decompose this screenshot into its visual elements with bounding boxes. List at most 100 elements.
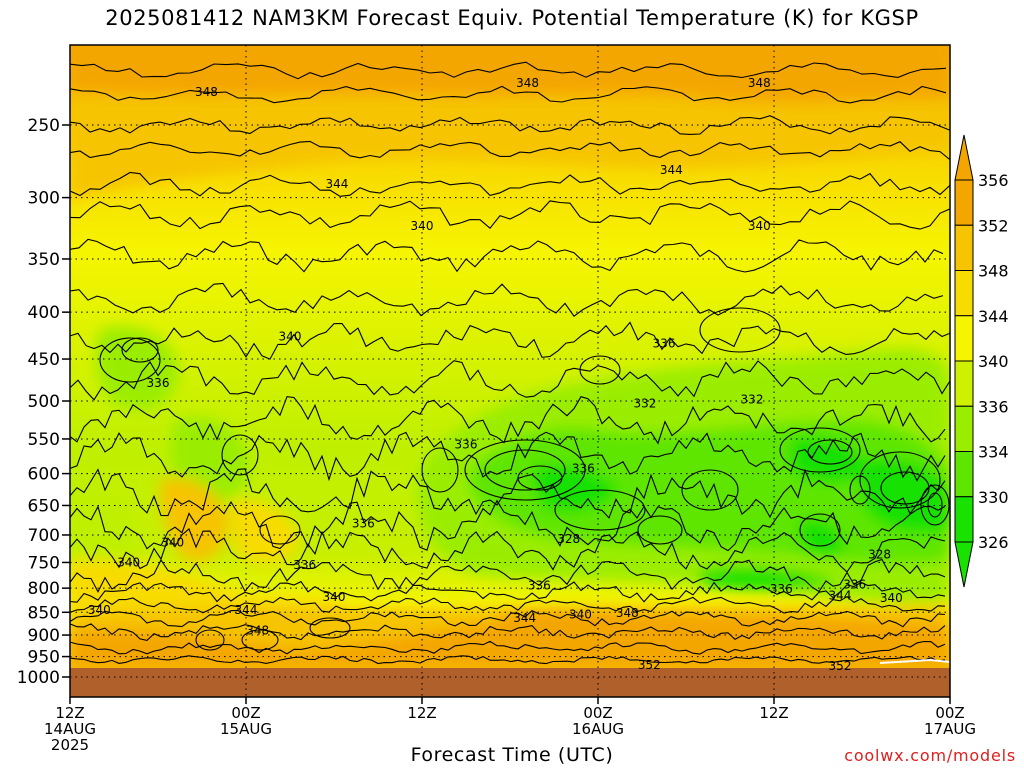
field-patch [159, 477, 230, 562]
contour-ring [699, 307, 781, 353]
colorbar-label: 348 [978, 262, 1009, 281]
y-tick-label: 950 [28, 648, 60, 668]
contour-label: 332 [741, 392, 764, 406]
contour-label: 352 [638, 658, 661, 672]
contour-label: 348 [748, 76, 771, 90]
contour-label: 336 [455, 438, 478, 452]
colorbar-segment [954, 224, 974, 271]
contour-ring [99, 337, 161, 383]
contour-label: 344 [513, 611, 536, 625]
x-tick-label: 00Z [231, 704, 260, 722]
contour-label: 340 [569, 608, 592, 622]
colorbar-segment [954, 360, 974, 407]
x-axis-label: Forecast Time (UTC) [410, 744, 614, 766]
y-tick-label: 400 [28, 303, 60, 323]
contour-label: 340 [411, 219, 434, 233]
contour-ring [880, 471, 930, 505]
contour-label: 336 [528, 579, 551, 593]
colorbar-label: 352 [978, 216, 1009, 235]
colorbar-label: 340 [978, 352, 1009, 371]
contour-line [70, 623, 946, 641]
contour-label: 336 [293, 558, 316, 572]
y-tick-label: 850 [28, 603, 60, 623]
x-tick-label: 17AUG [924, 720, 976, 738]
contour-ring [920, 484, 950, 526]
contour-label: 352 [829, 659, 852, 673]
contour-label: 344 [235, 603, 258, 617]
x-tick-label: 00Z [583, 704, 612, 722]
y-tick-label: 650 [28, 496, 60, 516]
contour-ring [464, 439, 586, 501]
contour-ring [637, 515, 683, 545]
grid-lines [69, 45, 951, 697]
contour-label: 340 [748, 219, 771, 233]
contour-label: 340 [323, 590, 346, 604]
x-tick-label: 12Z [55, 704, 84, 722]
contour-line [70, 468, 946, 519]
contour-label: 336 [770, 582, 793, 596]
x-tick-label: 12Z [407, 704, 436, 722]
contour-lines [70, 61, 950, 665]
x-tick-label: 00Z [935, 704, 964, 722]
contour-ring [849, 475, 871, 505]
y-tick-label: 600 [28, 465, 60, 485]
contour-line [70, 140, 950, 161]
field-patch [230, 499, 300, 564]
contour-label: 336 [147, 376, 170, 390]
y-tick-label: 1000 [17, 668, 60, 688]
contour-label: 340 [880, 591, 903, 605]
contour-label: 344 [325, 177, 348, 191]
contour-line [70, 321, 950, 360]
colorbar-segment [954, 405, 974, 452]
y-tick-label: 500 [28, 392, 60, 412]
contour-ring [859, 451, 941, 509]
contour-label: 328 [557, 532, 580, 546]
contour-line [70, 360, 950, 401]
contour-ring [195, 629, 225, 651]
contour-ring [779, 427, 861, 473]
x-tick-label: 14AUG [44, 720, 96, 738]
contour-ring [221, 434, 259, 476]
y-tick-label: 450 [28, 350, 60, 370]
contour-label: 336 [653, 337, 676, 351]
field-patch [70, 45, 950, 103]
contour-line [70, 596, 946, 614]
colorbar-top-arrow [954, 134, 974, 181]
y-tick-label: 750 [28, 553, 60, 573]
contour-line [70, 640, 946, 655]
field-patch [530, 463, 620, 513]
contour-line [70, 431, 946, 482]
surface-band [70, 668, 950, 697]
contour-line [70, 85, 947, 104]
x-tick-label: 12Z [759, 704, 788, 722]
contour-label: 344 [829, 589, 852, 603]
contour-label: 340 [88, 603, 111, 617]
y-tick-label: 300 [28, 189, 60, 209]
contour-label: 336 [572, 461, 595, 475]
y-tick-label: 700 [28, 526, 60, 546]
contour-label: 332 [633, 396, 656, 410]
y-tick-label: 550 [28, 430, 60, 450]
contour-label: 344 [660, 163, 683, 177]
contour-line [70, 282, 944, 317]
x-tick-label: 16AUG [572, 720, 624, 738]
credit-text: coolwx.com/models [844, 746, 1016, 765]
colorbar-segment [954, 270, 974, 317]
contour-label: 336 [843, 578, 866, 592]
colorbar-segment [954, 179, 974, 226]
contour-label: 348 [616, 606, 639, 620]
contour-line [70, 580, 946, 603]
contour-ring [554, 489, 646, 531]
colorbar-label: 330 [978, 488, 1009, 507]
contour-label: 340 [117, 555, 140, 569]
x-tick-label: 15AUG [220, 720, 272, 738]
colorbar-segment [954, 496, 974, 543]
heatmap-field [70, 45, 950, 697]
contour-ring [799, 513, 841, 547]
field-patch [500, 608, 700, 668]
contour-line [70, 115, 950, 135]
x-tick-label: 2025 [51, 736, 89, 754]
contour-line [70, 238, 944, 273]
